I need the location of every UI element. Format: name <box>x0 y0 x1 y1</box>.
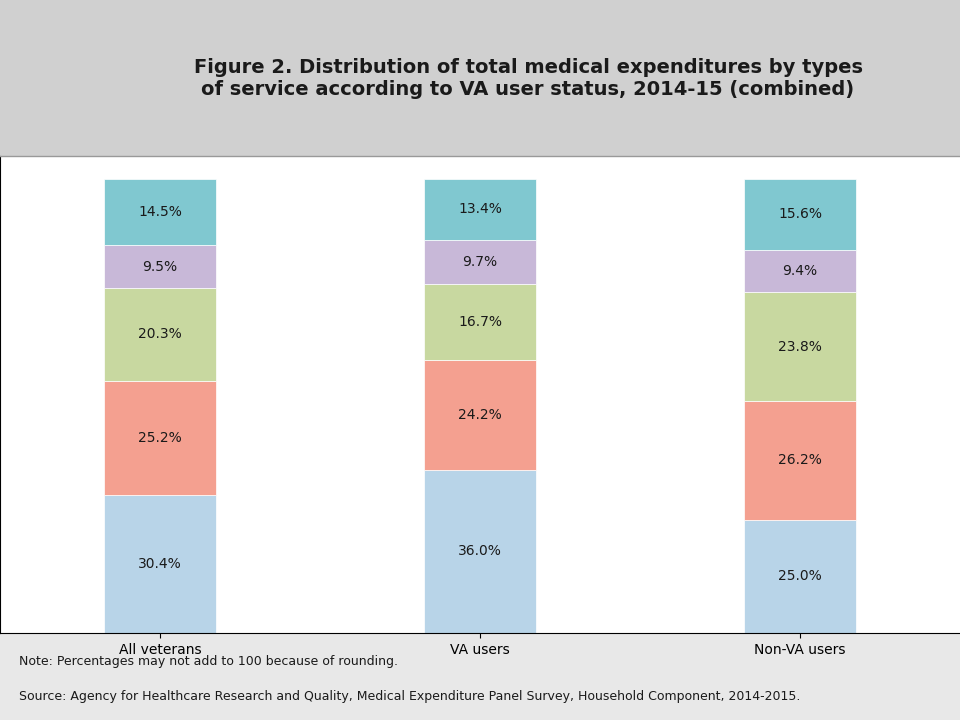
Text: 25.0%: 25.0% <box>779 570 822 583</box>
Bar <box>424 284 536 360</box>
Text: 14.5%: 14.5% <box>138 205 182 220</box>
Text: 16.7%: 16.7% <box>458 315 502 329</box>
Text: 25.2%: 25.2% <box>138 431 181 445</box>
Text: 23.8%: 23.8% <box>778 340 822 354</box>
Bar <box>744 292 856 400</box>
Text: Figure 2. Distribution of total medical expenditures by types
of service accordi: Figure 2. Distribution of total medical … <box>194 58 862 99</box>
Bar <box>104 289 216 381</box>
Bar <box>744 520 856 634</box>
Text: 36.0%: 36.0% <box>458 544 502 559</box>
Bar <box>104 381 216 495</box>
Bar <box>744 179 856 250</box>
Text: 20.3%: 20.3% <box>138 328 181 341</box>
Bar <box>104 495 216 634</box>
Bar <box>744 400 856 520</box>
Bar <box>104 246 216 289</box>
Text: 30.4%: 30.4% <box>138 557 181 571</box>
Bar <box>424 469 536 634</box>
Text: Source: Agency for Healthcare Research and Quality, Medical Expenditure Panel Su: Source: Agency for Healthcare Research a… <box>19 690 801 703</box>
Bar <box>744 250 856 292</box>
Text: 15.6%: 15.6% <box>778 207 822 221</box>
Text: 9.5%: 9.5% <box>142 260 178 274</box>
Bar <box>424 179 536 240</box>
Text: 9.4%: 9.4% <box>782 264 818 278</box>
Bar <box>424 240 536 284</box>
Bar <box>424 360 536 469</box>
Bar <box>104 179 216 246</box>
Text: 13.4%: 13.4% <box>458 202 502 216</box>
Text: 26.2%: 26.2% <box>778 453 822 467</box>
Text: 9.7%: 9.7% <box>463 255 497 269</box>
Text: 24.2%: 24.2% <box>458 408 502 422</box>
Text: Note: Percentages may not add to 100 because of rounding.: Note: Percentages may not add to 100 bec… <box>19 655 398 668</box>
